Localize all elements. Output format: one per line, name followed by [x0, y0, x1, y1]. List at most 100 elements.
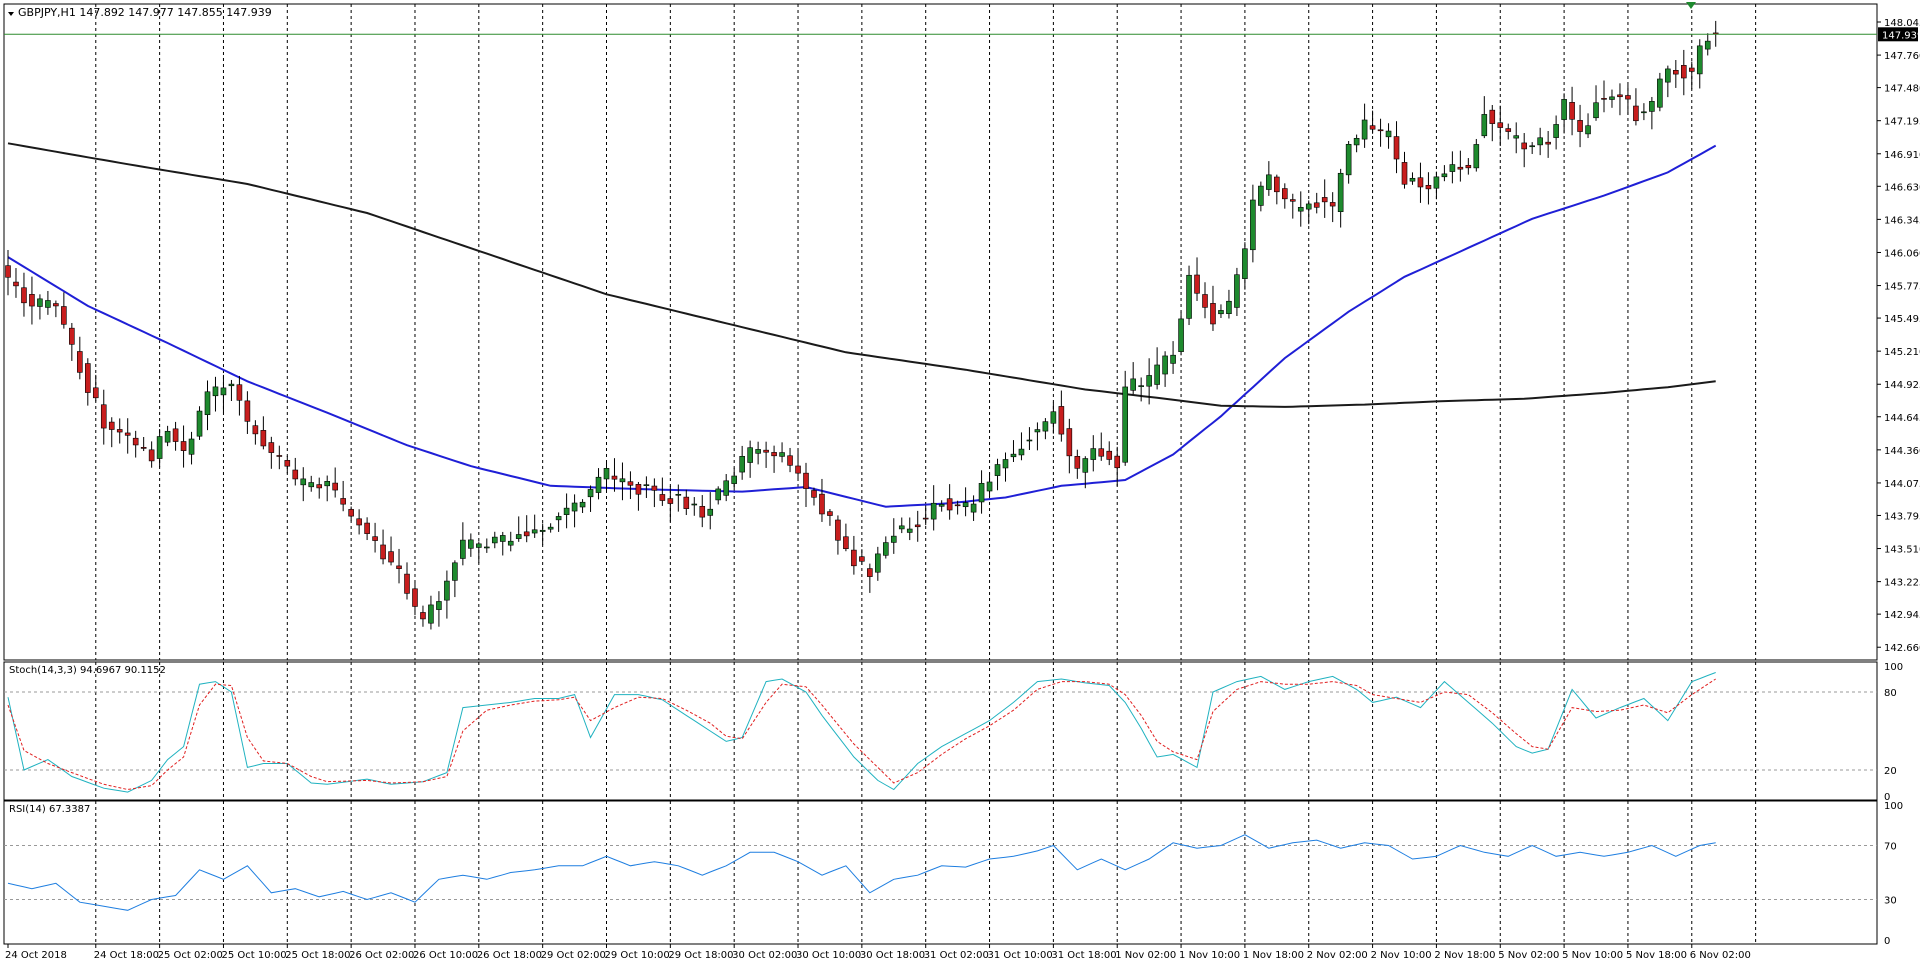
bull-candle[interactable]	[1170, 354, 1176, 364]
bull-candle[interactable]	[1186, 274, 1192, 319]
bear-candle[interactable]	[811, 490, 817, 498]
bear-candle[interactable]	[1369, 125, 1376, 130]
bear-candle[interactable]	[53, 303, 59, 307]
bull-candle[interactable]	[1657, 78, 1663, 108]
bull-candle[interactable]	[938, 504, 945, 507]
bear-candle[interactable]	[787, 455, 793, 466]
bull-candle[interactable]	[1649, 101, 1655, 112]
bear-candle[interactable]	[124, 432, 131, 436]
bull-candle[interactable]	[1250, 199, 1256, 251]
bear-candle[interactable]	[132, 437, 139, 446]
bull-candle[interactable]	[1042, 421, 1049, 432]
rsi-panel[interactable]: 100 70 30 0 RSI(14) 67.3387	[3, 800, 1903, 947]
bear-candle[interactable]	[92, 387, 99, 399]
bear-candle[interactable]	[1569, 102, 1575, 120]
bear-candle[interactable]	[356, 518, 362, 526]
bull-candle[interactable]	[715, 488, 722, 501]
bear-candle[interactable]	[835, 519, 841, 541]
bear-candle[interactable]	[1505, 128, 1512, 132]
bear-candle[interactable]	[1457, 166, 1464, 170]
bear-candle[interactable]	[116, 429, 123, 433]
bear-candle[interactable]	[843, 536, 849, 550]
bear-candle[interactable]	[388, 551, 394, 563]
bear-candle[interactable]	[21, 287, 27, 304]
bull-candle[interactable]	[1553, 124, 1559, 138]
bear-candle[interactable]	[795, 465, 801, 474]
bull-candle[interactable]	[1385, 130, 1392, 138]
bull-candle[interactable]	[491, 536, 498, 544]
bear-candle[interactable]	[1577, 120, 1583, 132]
bull-candle[interactable]	[531, 529, 538, 534]
bear-candle[interactable]	[372, 536, 378, 541]
bull-candle[interactable]	[1433, 176, 1440, 189]
bull-candle[interactable]	[1696, 45, 1703, 75]
bull-candle[interactable]	[1122, 386, 1128, 463]
bull-candle[interactable]	[1178, 318, 1184, 352]
bull-candle[interactable]	[436, 601, 442, 610]
bear-candle[interactable]	[851, 549, 857, 567]
bull-candle[interactable]	[1704, 40, 1711, 50]
bull-candle[interactable]	[196, 410, 203, 437]
bull-candle[interactable]	[875, 553, 881, 573]
bull-candle[interactable]	[882, 542, 889, 556]
bull-candle[interactable]	[1082, 458, 1089, 473]
bear-candle[interactable]	[1673, 70, 1679, 75]
bear-candle[interactable]	[1329, 202, 1336, 207]
bear-candle[interactable]	[260, 430, 267, 447]
bear-candle[interactable]	[13, 281, 19, 287]
bull-candle[interactable]	[755, 449, 761, 454]
bear-candle[interactable]	[1401, 162, 1408, 185]
bear-candle[interactable]	[922, 517, 929, 520]
bull-candle[interactable]	[1593, 102, 1599, 119]
bull-candle[interactable]	[1353, 137, 1360, 146]
bear-candle[interactable]	[100, 404, 107, 429]
bull-candle[interactable]	[1266, 174, 1272, 190]
bear-candle[interactable]	[1617, 94, 1623, 98]
bull-candle[interactable]	[228, 383, 235, 387]
bull-candle[interactable]	[156, 436, 163, 459]
bull-candle[interactable]	[1473, 144, 1480, 169]
bull-candle[interactable]	[428, 604, 434, 624]
bull-candle[interactable]	[779, 452, 785, 457]
buy-arrow-marker[interactable]	[1686, 2, 1696, 9]
bear-candle[interactable]	[803, 472, 809, 489]
bull-candle[interactable]	[300, 478, 307, 486]
bull-candle[interactable]	[460, 539, 466, 559]
bear-candle[interactable]	[412, 588, 418, 607]
bear-candle[interactable]	[1274, 176, 1280, 193]
bear-candle[interactable]	[1058, 406, 1065, 435]
bull-candle[interactable]	[1441, 173, 1448, 178]
bear-candle[interactable]	[827, 511, 833, 516]
bear-candle[interactable]	[364, 522, 370, 534]
bull-candle[interactable]	[452, 562, 458, 581]
bear-candle[interactable]	[954, 504, 961, 507]
bear-candle[interactable]	[284, 460, 291, 467]
bear-candle[interactable]	[61, 306, 67, 325]
bull-candle[interactable]	[906, 528, 913, 533]
bull-candle[interactable]	[1026, 439, 1033, 442]
bull-candle[interactable]	[739, 455, 745, 473]
bull-candle[interactable]	[1537, 137, 1543, 146]
bull-candle[interactable]	[898, 525, 905, 530]
bear-candle[interactable]	[1625, 95, 1631, 100]
bear-candle[interactable]	[148, 449, 155, 462]
bull-candle[interactable]	[1130, 378, 1136, 391]
bull-candle[interactable]	[1002, 459, 1009, 469]
bear-candle[interactable]	[683, 496, 690, 509]
bear-candle[interactable]	[859, 556, 865, 562]
bear-candle[interactable]	[244, 400, 251, 422]
bear-candle[interactable]	[420, 612, 426, 620]
bull-candle[interactable]	[45, 300, 51, 308]
bull-candle[interactable]	[986, 481, 993, 492]
bear-candle[interactable]	[1210, 303, 1216, 325]
bull-candle[interactable]	[619, 478, 626, 483]
bull-candle[interactable]	[731, 475, 737, 484]
bear-candle[interactable]	[1465, 164, 1472, 169]
bear-candle[interactable]	[946, 498, 953, 511]
bull-candle[interactable]	[1449, 164, 1456, 172]
bear-candle[interactable]	[180, 441, 187, 451]
bear-candle[interactable]	[1545, 141, 1551, 145]
bull-candle[interactable]	[499, 535, 506, 542]
bull-candle[interactable]	[571, 502, 578, 512]
